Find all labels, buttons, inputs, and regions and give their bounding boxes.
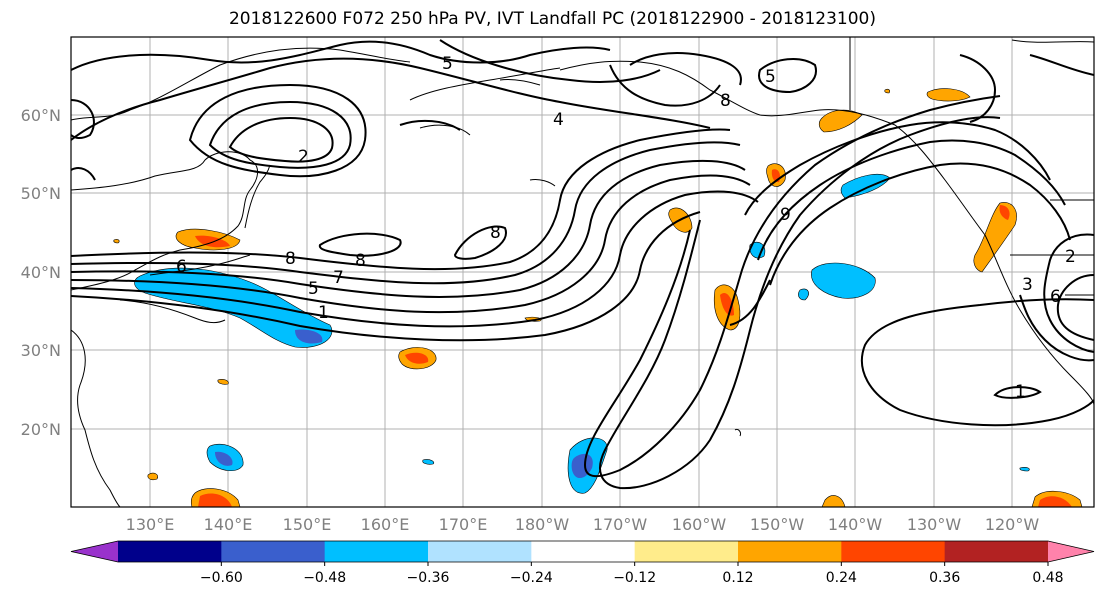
contour-label: 5 <box>765 67 776 87</box>
contour-label: 8 <box>720 91 731 111</box>
contour-label: 7 <box>333 268 344 288</box>
lon-label: 160°W <box>672 515 727 534</box>
lon-label: 130°W <box>907 515 962 534</box>
colorbar-swatch <box>531 541 636 562</box>
lon-label: 120°W <box>985 515 1040 534</box>
colorbar-outline <box>70 540 1095 563</box>
colorbar-swatch <box>634 541 739 562</box>
contour-label: 3 <box>1022 275 1033 295</box>
lon-label: 170°W <box>593 515 648 534</box>
lon-label: 130°E <box>126 515 175 534</box>
contour-label: 6 <box>176 257 187 277</box>
map-border <box>70 36 1095 508</box>
lon-label: 140°E <box>204 515 253 534</box>
colorbar-swatch <box>738 541 842 562</box>
contour-label: 9 <box>780 205 791 225</box>
lat-label: 20°N <box>21 420 61 439</box>
colorbar-tick-label: −0.48 <box>303 570 346 586</box>
map-title: 2018122600 F072 250 hPa PV, IVT Landfall… <box>228 9 876 29</box>
colorbar <box>70 540 1095 563</box>
colorbar-swatch <box>324 541 429 562</box>
colorbar-extend-min <box>71 541 118 562</box>
lon-label: 150°W <box>750 515 805 534</box>
lon-label: 150°E <box>283 515 332 534</box>
lon-label: 180°W <box>515 515 570 534</box>
lon-label: 160°E <box>361 515 410 534</box>
colorbar-tick-label: −0.12 <box>613 570 656 586</box>
colorbar-swatch <box>841 541 946 562</box>
contour-label: 1 <box>1015 382 1026 402</box>
ivt-anomaly-fills <box>113 88 1083 507</box>
lon-label: 140°W <box>828 515 883 534</box>
colorbar-tick-label: −0.60 <box>200 570 243 586</box>
colorbar-swatch <box>944 541 1049 562</box>
lat-label: 40°N <box>21 263 61 282</box>
colorbar-ticks: −0.60 −0.48 −0.36 −0.24 −0.12 0.12 0.24 0.36 0.4… <box>200 562 1064 586</box>
longitude-labels: 130°E 140°E 150°E 160°E 170°E 180°W 170°… <box>126 515 1040 534</box>
contour-label: 4 <box>553 110 564 130</box>
lat-label: 30°N <box>21 341 61 360</box>
contour-label: 5 <box>308 279 319 299</box>
colorbar-tick-label: 0.36 <box>929 570 960 586</box>
colorbar-swatch <box>428 541 532 562</box>
contour-labels: 5 4 2 8 8 8 6 7 5 1 8 5 9 3 1 2 6 <box>176 54 1076 402</box>
contour-label: 2 <box>298 147 309 167</box>
contour-label: 8 <box>355 251 366 271</box>
colorbar-extend-max <box>1048 541 1094 562</box>
colorbar-tick-label: 0.48 <box>1032 570 1063 586</box>
lat-label: 50°N <box>21 184 61 203</box>
contour-label: 1 <box>318 303 329 323</box>
contour-label: 8 <box>490 223 501 243</box>
colorbar-tick-label: −0.24 <box>510 570 553 586</box>
contour-label: 8 <box>285 249 296 269</box>
colorbar-swatch <box>221 541 326 562</box>
lon-label: 170°E <box>439 515 488 534</box>
colorbar-tick-label: 0.24 <box>826 570 857 586</box>
contour-label: 5 <box>442 54 453 74</box>
pv-contours <box>71 39 1094 490</box>
colorbar-swatch <box>118 541 222 562</box>
latitude-labels: 60°N 50°N 40°N 30°N 20°N <box>21 106 61 439</box>
colorbar-tick-label: 0.12 <box>722 570 753 586</box>
colorbar-tick-label: −0.36 <box>407 570 450 586</box>
contour-label: 6 <box>1050 287 1061 307</box>
contour-label: 2 <box>1065 247 1076 267</box>
lat-label: 60°N <box>21 106 61 125</box>
